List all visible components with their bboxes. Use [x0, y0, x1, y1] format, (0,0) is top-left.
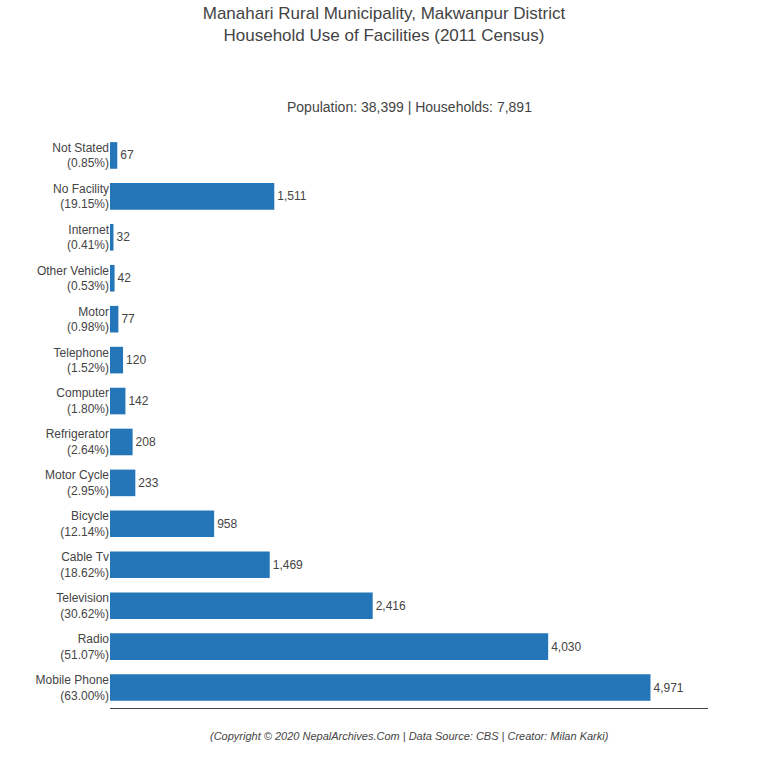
- svg-text:Bicycle(12.14%): Bicycle(12.14%): [60, 509, 109, 539]
- svg-text:142: 142: [128, 394, 148, 408]
- svg-text:233: 233: [138, 476, 158, 490]
- svg-text:42: 42: [118, 271, 132, 285]
- svg-text:Telephone(1.52%): Telephone(1.52%): [54, 346, 110, 376]
- svg-text:2,416: 2,416: [376, 599, 406, 613]
- svg-text:77: 77: [121, 312, 135, 326]
- svg-text:Computer(1.80%): Computer(1.80%): [56, 386, 109, 416]
- svg-text:1,469: 1,469: [273, 558, 303, 572]
- svg-text:Not Stated(0.85%): Not Stated(0.85%): [52, 141, 109, 171]
- svg-text:Other Vehicle(0.53%): Other Vehicle(0.53%): [37, 264, 109, 294]
- svg-text:Radio(51.07%): Radio(51.07%): [60, 632, 109, 662]
- svg-text:Mobile Phone(63.00%): Mobile Phone(63.00%): [36, 673, 110, 703]
- svg-text:32: 32: [116, 230, 130, 244]
- svg-text:Manahari Rural Municipality, M: Manahari Rural Municipality, Makwanpur D…: [203, 4, 566, 45]
- svg-text:120: 120: [126, 353, 146, 367]
- svg-text:Television(30.62%): Television(30.62%): [56, 591, 109, 621]
- svg-text:(Copyright © 2020 NepalArchive: (Copyright © 2020 NepalArchives.Com | Da…: [210, 730, 609, 742]
- svg-text:Cable Tv(18.62%): Cable Tv(18.62%): [60, 550, 109, 580]
- svg-text:Population: 38,399 | Household: Population: 38,399 | Households: 7,891: [287, 99, 532, 115]
- svg-text:No Facility(19.15%): No Facility(19.15%): [53, 182, 109, 212]
- svg-text:Motor Cycle(2.95%): Motor Cycle(2.95%): [45, 468, 109, 498]
- svg-text:Motor(0.98%): Motor(0.98%): [67, 305, 109, 335]
- svg-text:958: 958: [217, 517, 237, 531]
- svg-text:1,511: 1,511: [277, 189, 306, 203]
- svg-text:4,030: 4,030: [551, 640, 581, 654]
- svg-text:67: 67: [120, 148, 134, 162]
- svg-text:4,971: 4,971: [653, 681, 683, 695]
- svg-text:Refrigerator(2.64%): Refrigerator(2.64%): [46, 427, 109, 457]
- svg-text:Internet(0.41%): Internet(0.41%): [67, 223, 110, 253]
- svg-text:208: 208: [136, 435, 156, 449]
